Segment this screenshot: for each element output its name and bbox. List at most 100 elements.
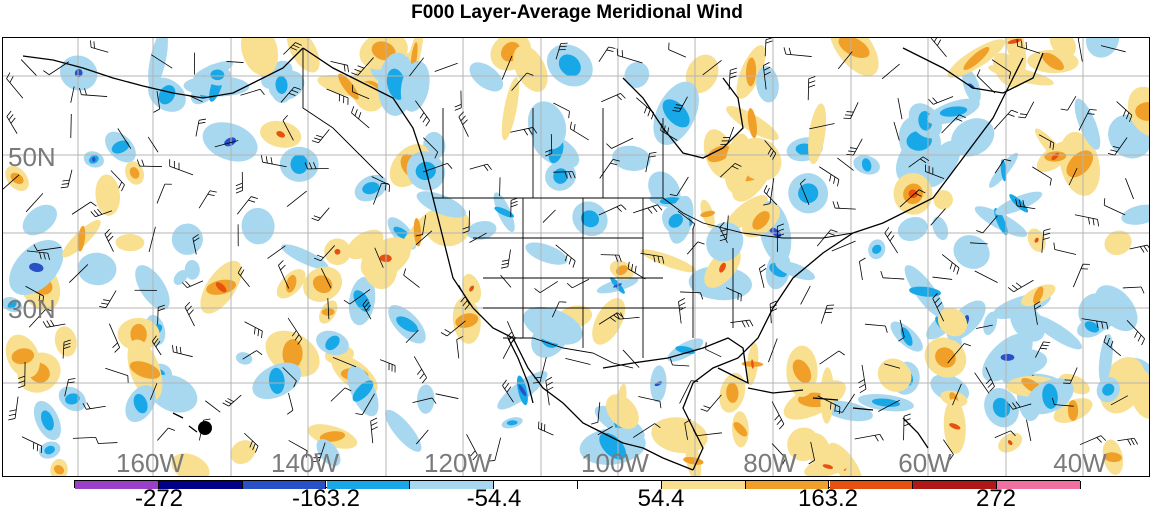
wind-barb [105,368,128,382]
wind-barb [669,43,686,58]
wind-barb [1073,264,1090,287]
wind-barb [182,281,203,288]
wind-barb [199,191,217,208]
wind-barb [859,258,865,280]
wind-anomaly-patch [620,58,653,92]
wind-barb [931,38,946,57]
wind-barb [1008,280,1033,292]
colorbar-tick-neg163: -163.2 [292,488,360,510]
location-marker [198,421,212,435]
wind-barb [1054,243,1076,255]
wind-barb [105,229,114,252]
wind-barb [832,241,856,251]
wind-barb [236,172,243,193]
hawaii-islands [173,413,197,432]
map-panel [2,37,1150,477]
wind-barb [170,159,193,175]
wind-barb [633,205,662,214]
wind-barb [687,242,704,254]
wind-barb [846,139,862,155]
wind-anomaly-patch [240,207,276,246]
colorbar-tick-pos272: 272 [976,488,1016,510]
wind-barb [833,201,856,209]
wind-anomaly-patch [639,245,698,276]
wind-anomaly-patch [168,219,208,259]
colorbar-tick-pos163: 163.2 [798,488,858,510]
wind-barb [267,246,285,259]
wind-barb [435,63,458,71]
wind-barb [371,418,378,443]
wind-anomaly-patch [380,405,427,457]
wind-barb [83,403,106,410]
wind-anomaly-patch [523,238,571,269]
wind-barb [534,281,557,292]
wind-barb [570,122,588,140]
wind-barb [380,360,395,373]
wind-barb [501,250,511,269]
wind-anomaly-patch [1001,354,1015,361]
wind-barb [904,414,911,440]
wind-barb [820,351,845,364]
wind-barb [701,395,722,411]
wind-barb [858,365,866,393]
lat-label-50n: 50N [8,144,56,170]
wind-barb [7,111,17,134]
wind-barb [71,114,72,138]
wind-barb [185,302,194,326]
wind-barb [1026,420,1030,441]
wind-barb [8,397,18,420]
wind-barb [1117,438,1137,445]
wind-barb [894,122,899,141]
wind-barb [223,395,242,406]
wind-barb [784,47,812,56]
lon-label-160w: 160W [116,450,184,476]
wind-anomaly-patch [585,293,632,350]
wind-barb [61,170,72,188]
wind-barb [205,401,220,412]
wind-barb [72,202,96,214]
wind-anomaly-patch [94,173,122,216]
wind-barb [599,47,615,62]
wind-barb [543,210,556,223]
wind-barb [772,402,784,430]
wind-anomaly-patch [128,260,176,316]
wind-anomaly-patch [17,198,63,241]
wind-barb [90,40,108,52]
wind-barb [882,64,899,79]
colorbar-tick-neg54: -54.4 [467,488,522,510]
wind-barb [1104,198,1125,215]
wind-barb [932,277,952,279]
wind-barb [679,298,686,323]
wind-barb [157,184,172,203]
wind-barb [617,49,642,63]
wind-barb [601,93,625,101]
wind-barb [1075,215,1099,227]
lon-label-80w: 80W [743,450,796,476]
lat-label-30n: 30N [8,296,56,322]
wind-barb [567,279,589,288]
lon-label-140w: 140W [271,450,339,476]
wind-barb [1061,96,1076,110]
wind-barb [885,227,898,253]
wind-barb [99,443,118,444]
wind-barb [312,208,330,221]
wind-barb [22,437,42,453]
wind-barb [865,324,887,333]
wind-barb [287,393,293,414]
wind-anomaly-patch [115,234,144,252]
wind-anomaly-patch [611,143,653,173]
wind-barb [881,271,904,279]
wind-barb [1018,102,1034,118]
wind-barb [416,430,428,444]
wind-barb [1080,436,1106,445]
wind-barb [898,98,902,119]
wind-barb [680,292,703,299]
wind-barb [436,394,459,399]
wind-anomaly-patch [894,213,931,245]
wind-barb [1130,245,1149,252]
wind-barb [404,269,420,288]
wind-anomaly-patch [76,251,117,286]
meridional-wind-map [3,38,1149,476]
colorbar-tick-neg272: -272 [135,488,183,510]
wind-anomaly-patch [1101,226,1136,259]
